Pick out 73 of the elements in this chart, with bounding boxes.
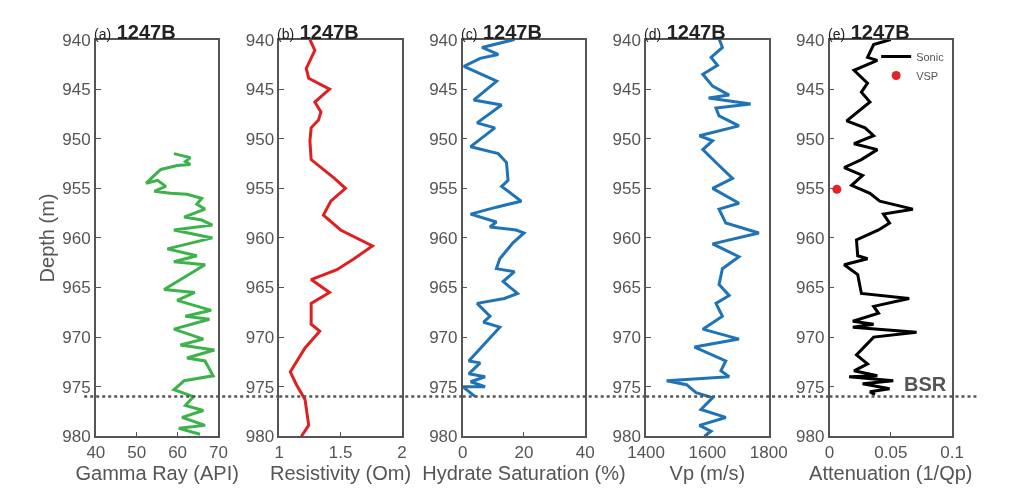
x-tick-label: 1 (274, 443, 285, 463)
y-tick-label: 940 (429, 30, 458, 50)
y-tick-label: 970 (795, 328, 825, 348)
x-tick-label: 0.05 (874, 443, 908, 463)
y-tick-label: 975 (429, 377, 458, 397)
x-tick-label: 60 (168, 443, 188, 463)
line-series (144, 152, 216, 436)
y-tick-label: 950 (795, 129, 825, 149)
y-tick-label: 970 (245, 328, 275, 348)
chart-title: (e) 1247B (828, 21, 910, 43)
x-tick-label: 50 (127, 443, 147, 463)
x-tick-label: 1.5 (328, 443, 353, 463)
line-series (665, 39, 761, 437)
y-tick-label: 975 (245, 377, 275, 397)
x-tick-label: 0.1 (940, 443, 964, 463)
chart-title: (d) 1247B (644, 21, 726, 43)
chart-title: (b) 1247B (277, 21, 359, 43)
x-tick-label: 2 (397, 443, 407, 463)
y-axis-title: Depth (m) (36, 193, 59, 283)
y-tick-label: 945 (612, 80, 641, 100)
legend-label: VSP (916, 69, 939, 82)
x-tick-label: 0 (457, 443, 468, 463)
y-tick-label: 960 (245, 228, 275, 248)
y-tick-label: 975 (795, 377, 825, 397)
y-tick-label: 940 (795, 30, 825, 50)
y-tick-label: 945 (245, 80, 275, 100)
x-axis-title: Attenuation (1/Qp) (809, 462, 973, 485)
y-tick-label: 980 (429, 427, 458, 447)
x-axis-title: Gamma Ray (API) (75, 462, 239, 485)
y-tick-label: 940 (245, 30, 275, 50)
y-tick-label: 950 (429, 129, 458, 149)
y-tick-label: 965 (429, 278, 458, 298)
x-axis-title: Resistivity (Om) (270, 462, 412, 485)
x-tick-label: 1600 (688, 443, 727, 463)
y-tick-label: 960 (62, 228, 91, 248)
x-tick-label: 20 (514, 443, 534, 463)
chart-title: (c) 1247B (461, 21, 542, 43)
x-tick-label: 70 (209, 443, 228, 463)
y-tick-label: 975 (62, 377, 91, 397)
y-tick-label: 970 (62, 328, 91, 348)
y-tick-label: 945 (795, 80, 825, 100)
y-tick-label: 965 (245, 278, 275, 298)
x-tick-label: 40 (575, 443, 595, 463)
y-tick-label: 970 (429, 328, 458, 348)
y-tick-label: 970 (612, 328, 641, 348)
y-tick-label: 955 (429, 179, 458, 199)
x-axis-title: Vp (m/s) (669, 462, 746, 485)
y-tick-label: 980 (245, 427, 275, 447)
y-tick-label: 965 (612, 278, 641, 298)
legend-label: Sonic (916, 50, 945, 63)
y-tick-label: 955 (795, 179, 825, 199)
y-tick-label: 940 (612, 30, 641, 50)
y-tick-label: 940 (62, 30, 91, 50)
x-tick-label: 0 (824, 443, 835, 463)
y-tick-label: 960 (612, 228, 641, 248)
y-tick-label: 965 (62, 278, 91, 298)
y-tick-label: 960 (429, 228, 458, 248)
y-tick-label: 960 (795, 228, 825, 248)
y-tick-label: 980 (795, 427, 825, 447)
y-tick-label: 955 (612, 179, 641, 199)
y-tick-label: 975 (612, 377, 641, 397)
y-tick-label: 955 (62, 179, 91, 199)
y-tick-label: 955 (245, 179, 275, 199)
chart-title: (a) 1247B (94, 21, 176, 43)
x-axis-title: Hydrate Saturation (%) (422, 462, 626, 485)
y-tick-label: 945 (429, 80, 458, 100)
y-tick-label: 950 (62, 129, 91, 149)
y-tick-label: 950 (612, 129, 641, 149)
y-tick-label: 965 (795, 278, 825, 298)
x-tick-label: 1800 (749, 443, 788, 463)
y-tick-label: 950 (245, 129, 275, 149)
ref-line-label: BSR (904, 373, 947, 395)
y-tick-label: 945 (62, 80, 91, 100)
